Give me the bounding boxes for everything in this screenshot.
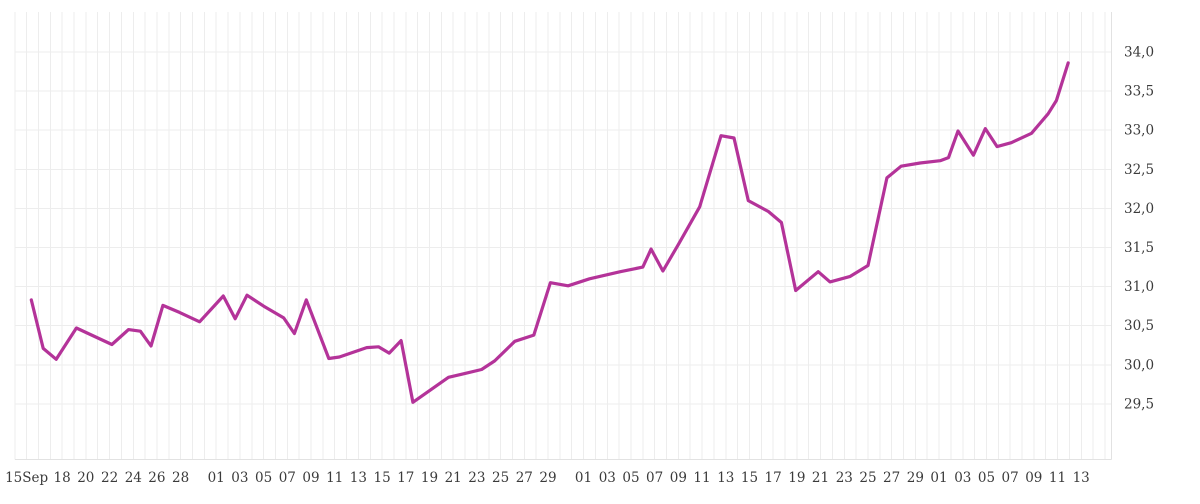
x-tick-label: 11 xyxy=(326,470,343,486)
y-tick-label: 33,0 xyxy=(1124,123,1154,139)
x-tick-label: 23 xyxy=(468,470,485,486)
x-tick-label: 01 xyxy=(930,470,947,486)
x-tick-label: 18 xyxy=(54,470,71,486)
x-tick-label: 27 xyxy=(516,470,533,486)
x-tick-label: 19 xyxy=(421,470,438,486)
y-axis-labels: 34,0 33,5 33,0 32,5 32,0 31,5 31,0 30,5 30,0 29,5 xyxy=(1124,45,1154,413)
x-tick-label: 13 xyxy=(717,470,734,486)
x-tick-label: 09 xyxy=(302,470,319,486)
x-tick-label: 07 xyxy=(279,470,296,486)
x-tick-label: 23 xyxy=(836,470,853,486)
y-tick-label: 32,5 xyxy=(1124,162,1154,178)
x-tick-label: 20 xyxy=(77,470,94,486)
x-tick-label: 07 xyxy=(1002,470,1019,486)
gridlines-horizontal xyxy=(14,51,1112,405)
x-tick-label: 21 xyxy=(445,470,462,486)
x-tick-label: 11 xyxy=(1049,470,1066,486)
y-tick-label: 32,0 xyxy=(1124,201,1154,217)
y-tick-label: 29,5 xyxy=(1124,396,1154,412)
x-tick-label: 28 xyxy=(172,470,189,486)
x-tick-label: 13 xyxy=(350,470,367,486)
x-tick-label: 15 xyxy=(741,470,758,486)
x-tick-label: 29 xyxy=(539,470,556,486)
y-tick-label: 30,5 xyxy=(1124,318,1154,334)
x-tick-label: 24 xyxy=(125,470,142,486)
x-tick-label: 11 xyxy=(693,470,710,486)
x-tick-label: 03 xyxy=(599,470,616,486)
x-tick-label: 15Sep xyxy=(5,470,48,486)
x-tick-label: 27 xyxy=(883,470,900,486)
x-tick-label: 03 xyxy=(954,470,971,486)
x-tick-label: 09 xyxy=(670,470,687,486)
x-tick-label: 07 xyxy=(646,470,663,486)
y-tick-label: 34,0 xyxy=(1124,45,1154,61)
x-tick-label: 26 xyxy=(148,470,165,486)
price-series-line xyxy=(29,61,1070,404)
x-axis-labels: 15Sep 18 20 22 24 26 28 01 03 05 07 09 11 13 15 17 19 21 2… xyxy=(5,470,1090,486)
x-tick-label: 22 xyxy=(101,470,118,486)
x-tick-label: 01 xyxy=(575,470,592,486)
x-tick-label: 05 xyxy=(978,470,995,486)
x-tick-label: 15 xyxy=(374,470,391,486)
x-tick-label: 29 xyxy=(907,470,924,486)
x-tick-label: 09 xyxy=(1025,470,1042,486)
x-tick-label: 25 xyxy=(492,470,509,486)
gridlines-vertical xyxy=(14,12,1106,460)
y-tick-label: 30,0 xyxy=(1124,357,1154,373)
x-tick-label: 05 xyxy=(255,470,272,486)
x-tick-label: 17 xyxy=(397,470,414,486)
x-tick-label: 21 xyxy=(812,470,829,486)
y-tick-label: 33,5 xyxy=(1124,84,1154,100)
x-tick-label: 17 xyxy=(765,470,782,486)
y-tick-label: 31,5 xyxy=(1124,240,1154,256)
x-tick-label: 19 xyxy=(788,470,805,486)
y-tick-label: 31,0 xyxy=(1124,279,1154,295)
x-tick-label: 13 xyxy=(1073,470,1090,486)
x-tick-label: 01 xyxy=(208,470,225,486)
x-tick-label: 05 xyxy=(622,470,639,486)
x-tick-label: 25 xyxy=(859,470,876,486)
plot-borders xyxy=(14,12,1112,460)
x-tick-label: 03 xyxy=(231,470,248,486)
